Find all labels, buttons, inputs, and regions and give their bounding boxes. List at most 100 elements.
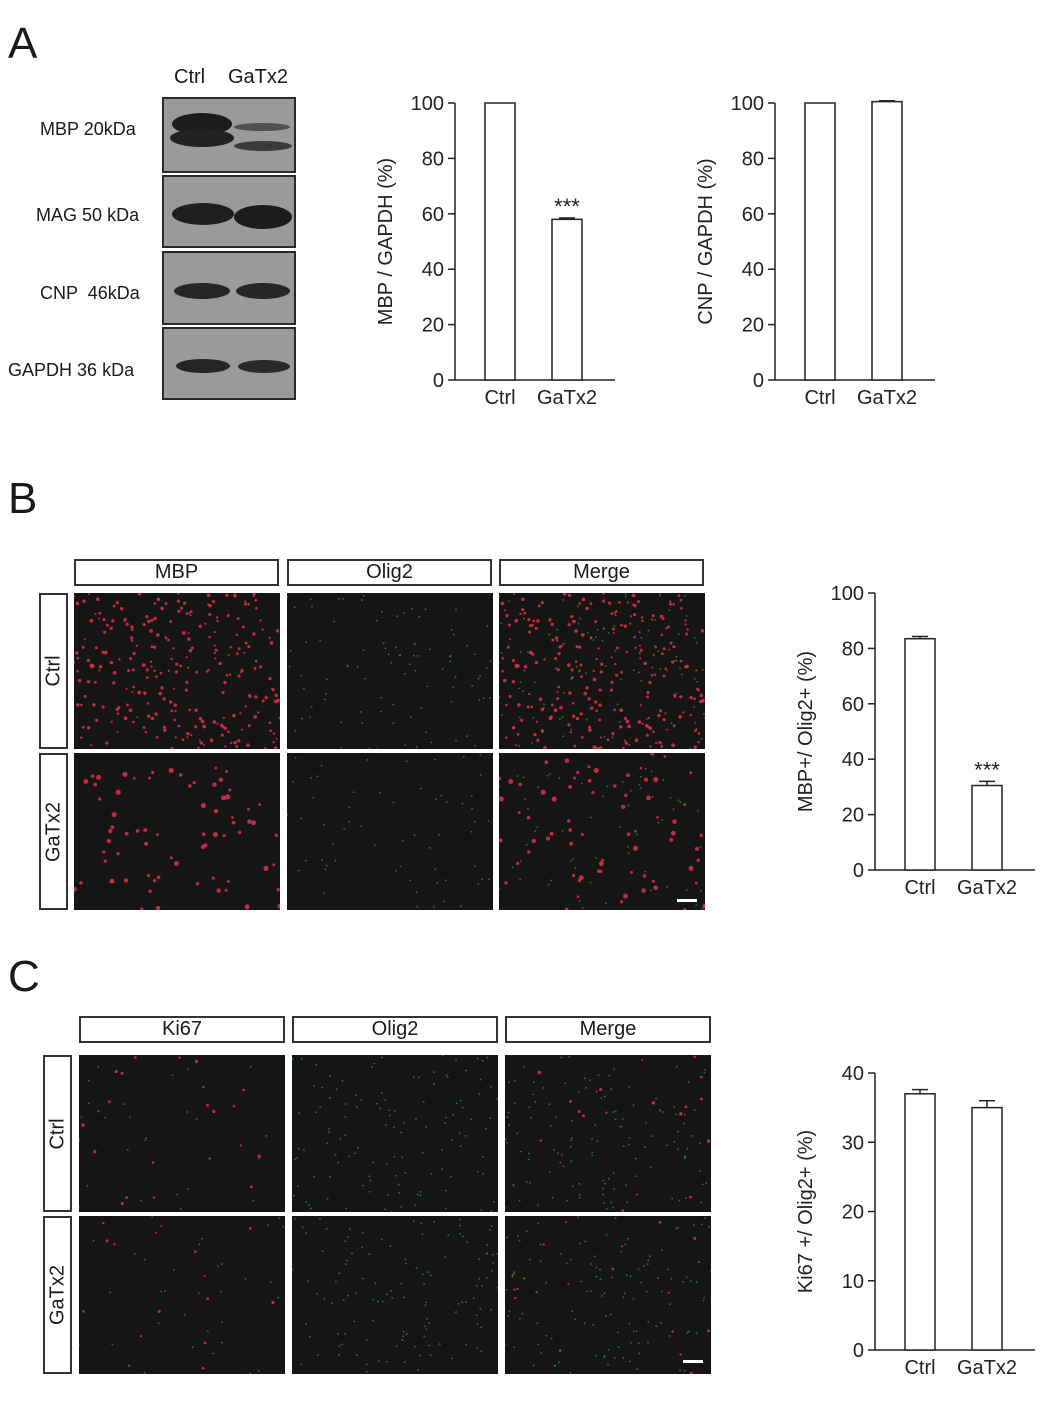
micrograph-merge-gatx2 <box>499 753 705 910</box>
y-tick-label: 100 <box>831 583 864 605</box>
blot-strip-mbp <box>162 97 296 173</box>
micrograph-merge-ctrl <box>499 593 705 749</box>
y-tick-label: 20 <box>842 805 864 827</box>
column-header-olig2: Olig2 <box>292 1016 498 1043</box>
bar <box>484 102 516 381</box>
protein-unit: kDa <box>102 360 135 380</box>
bar <box>904 637 936 871</box>
y-axis-label: Ki67 +/ Olig2+ (%) <box>795 1130 817 1293</box>
micrograph-olig2-gatx2 <box>287 753 493 910</box>
protein-size: 50 <box>82 205 103 225</box>
y-tick-label: 60 <box>742 204 764 226</box>
cell-signal <box>505 1216 711 1374</box>
micrograph-olig2-ctrl <box>292 1055 498 1212</box>
y-tick-label: 80 <box>742 148 764 170</box>
x-tick-label: Ctrl <box>904 877 935 899</box>
cell-signal <box>505 1055 711 1212</box>
cell-signal <box>79 1056 268 1210</box>
chart-axes: 0 20 40 60 80 100 <box>731 93 935 392</box>
blot-strip-cnp <box>162 251 296 325</box>
cell-signal <box>74 766 280 910</box>
x-tick-label: Ctrl <box>904 1357 935 1379</box>
bar-chart-ki67-olig2: 0 10 20 30 40 Ki67 +/ Olig2+ (%) Ctrl GaTx2 <box>795 1063 1035 1379</box>
row-header-label: Ctrl <box>46 1117 68 1150</box>
bar <box>971 784 1003 871</box>
panel-label-c: C <box>8 952 40 1001</box>
y-tick-label: 80 <box>842 638 864 660</box>
y-axis-label: MBP / GAPDH (%) <box>375 158 397 325</box>
bar <box>971 1106 1003 1351</box>
column-header-ki67: Ki67 <box>79 1016 285 1043</box>
x-tick-label: Ctrl <box>804 387 835 409</box>
chart-axes: 0 20 40 60 80 100 <box>411 93 615 392</box>
row-header-label: Ctrl <box>42 655 64 687</box>
row-header-label: GaTx2 <box>42 801 64 862</box>
significance-label: *** <box>554 194 580 219</box>
micrograph-ki67-gatx2 <box>79 1216 285 1374</box>
column-header-mbp: MBP <box>74 559 279 586</box>
micrograph-olig2-ctrl <box>287 593 493 749</box>
scale-bar <box>683 1360 703 1363</box>
bar <box>871 100 903 381</box>
x-tick-label: GaTx2 <box>957 877 1017 899</box>
row-header-ctrl: Ctrl <box>43 1055 72 1212</box>
cell-signal <box>499 753 705 910</box>
y-tick-label: 100 <box>731 93 764 115</box>
micrograph-merge-gatx2 <box>505 1216 711 1374</box>
y-tick-label: 10 <box>842 1271 864 1293</box>
y-tick-label: 0 <box>433 370 444 392</box>
y-tick-label: 40 <box>742 259 764 281</box>
y-tick-label: 100 <box>411 93 444 115</box>
x-tick-label: GaTx2 <box>857 387 917 409</box>
y-axis-label: CNP / GAPDH (%) <box>695 158 717 324</box>
y-tick-label: 30 <box>842 1132 864 1154</box>
significance-label: *** <box>974 757 1000 782</box>
micrograph-olig2-gatx2 <box>292 1216 498 1374</box>
protein-size: 36 <box>77 360 98 380</box>
protein-name: MBP <box>40 119 79 139</box>
y-tick-label: 20 <box>742 315 764 337</box>
lane-label-gatx2: GaTx2 <box>228 66 289 88</box>
column-header-olig2: Olig2 <box>287 559 492 586</box>
protein-name: MAG <box>36 205 78 225</box>
cell-signal <box>79 1216 285 1374</box>
bar-chart-mbp-olig2: 0 20 40 60 80 100 MBP+/ Olig2+ (%) Ctrl *** GaTx2 <box>795 583 1035 899</box>
protein-size: 46 <box>87 283 108 303</box>
protein-size: 20 <box>83 119 104 139</box>
bar <box>804 102 836 381</box>
chart-axes: 0 10 20 30 40 <box>842 1063 1035 1362</box>
cell-signal <box>292 1055 498 1212</box>
blot-strip-mag <box>162 175 296 248</box>
y-tick-label: 40 <box>842 749 864 771</box>
scale-bar <box>677 899 697 902</box>
blot-strip-gapdh <box>162 327 296 400</box>
y-axis-label: MBP+/ Olig2+ (%) <box>795 651 817 812</box>
blot-row-label: MAG 50 kDa <box>36 205 139 226</box>
cell-signal <box>499 593 705 749</box>
y-tick-label: 40 <box>422 259 444 281</box>
y-tick-label: 40 <box>842 1063 864 1085</box>
protein-name: CNP <box>40 283 78 303</box>
y-tick-label: 60 <box>842 694 864 716</box>
micrograph-mbp-gatx2 <box>74 753 280 910</box>
row-header-gatx2: GaTx2 <box>43 1216 72 1374</box>
protein-unit: kDa <box>107 283 140 303</box>
micrograph-mbp-ctrl <box>74 593 280 749</box>
bar <box>904 1093 936 1351</box>
panel-label-b: B <box>8 474 38 523</box>
column-header-merge: Merge <box>505 1016 711 1043</box>
x-tick-label: GaTx2 <box>957 1357 1017 1379</box>
lane-label-ctrl: Ctrl <box>174 66 206 88</box>
cell-signal <box>287 594 492 749</box>
cell-signal <box>292 1217 498 1373</box>
panel-label-a: A <box>8 19 38 68</box>
y-tick-label: 80 <box>422 148 444 170</box>
y-tick-label: 0 <box>753 370 764 392</box>
blot-row-label: GAPDH 36 kDa <box>8 360 134 381</box>
bar-chart-cnp-gapdh: 0 20 40 60 80 100 CNP / GAPDH (%) Ctrl GaTx2 <box>695 93 935 409</box>
y-tick-label: 0 <box>853 1340 864 1362</box>
row-header-label: GaTx2 <box>46 1264 68 1326</box>
bar <box>551 218 583 381</box>
micrograph-merge-ctrl <box>505 1055 711 1212</box>
column-header-merge: Merge <box>499 559 704 586</box>
